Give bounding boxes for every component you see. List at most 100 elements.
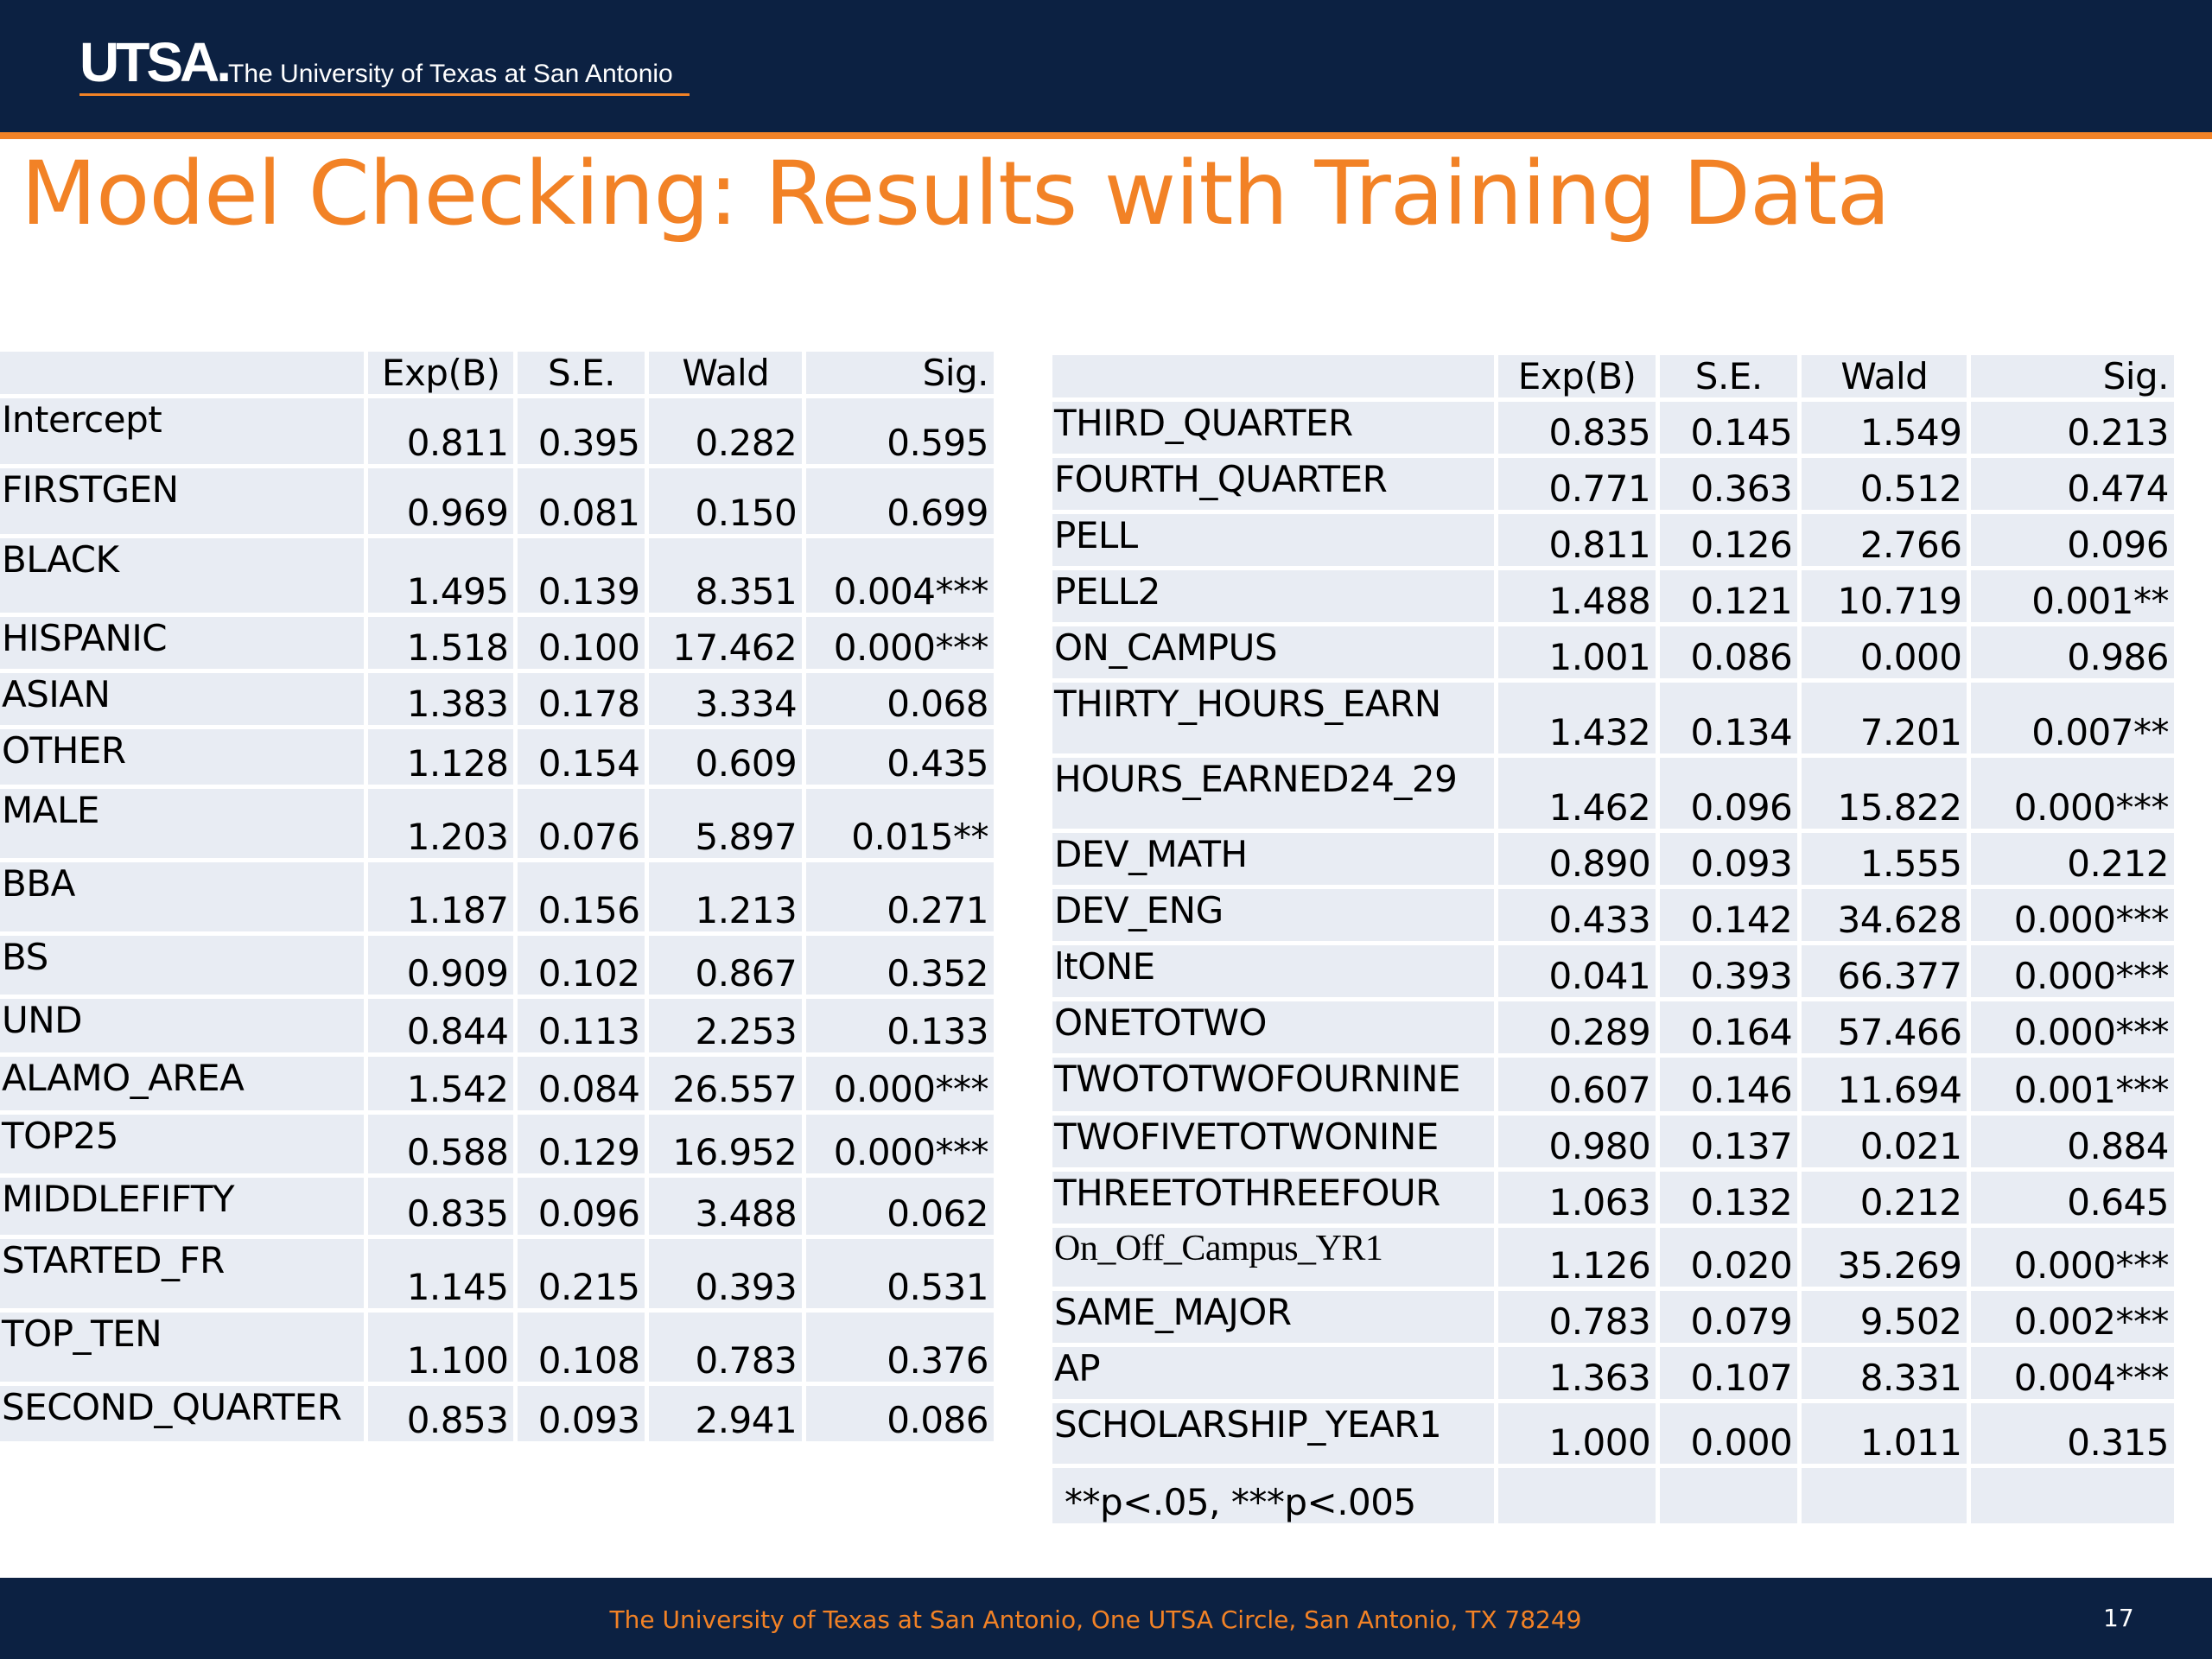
variable-cell: Intercept [0, 398, 364, 464]
wald-cell: 0.282 [649, 398, 803, 464]
wald-cell: 7.201 [1802, 683, 1967, 753]
expb-cell: 1.488 [1498, 570, 1656, 622]
expb-cell: 1.542 [368, 1057, 514, 1110]
variable-cell: TWOTOTWOFOURNINE [1052, 1058, 1494, 1111]
wald-cell: 0.512 [1802, 458, 1967, 510]
variable-cell: HISPANIC [0, 617, 364, 669]
wald-cell: 17.462 [649, 617, 803, 669]
sig-cell: 0.986 [1971, 626, 2174, 678]
variable-cell: On_Off_Campus_YR1 [1052, 1228, 1494, 1287]
table-row: TWOFIVETOTWONINE 0.980 0.137 0.021 0.884 [1052, 1116, 2174, 1167]
expb-cell: 1.063 [1498, 1172, 1656, 1224]
table-row: SECOND_QUARTER 0.853 0.093 2.941 0.086 [0, 1386, 994, 1441]
sig-cell: 0.004*** [1971, 1347, 2174, 1399]
table-row: FIRSTGEN 0.969 0.081 0.150 0.699 [0, 468, 994, 534]
se-cell: 0.102 [518, 936, 645, 995]
expb-cell: 0.607 [1498, 1058, 1656, 1111]
se-cell: 0.000 [1660, 1403, 1798, 1464]
sig-cell: 0.133 [806, 999, 994, 1052]
variable-cell: PELL [1052, 514, 1494, 566]
expb-cell: 0.844 [368, 999, 514, 1052]
se-cell: 0.086 [1660, 626, 1798, 678]
table-row: HOURS_EARNED24_29 1.462 0.096 15.822 0.000**… [1052, 758, 2174, 829]
table-row: DEV_MATH 0.890 0.093 1.555 0.212 [1052, 833, 2174, 885]
table-row: BS 0.909 0.102 0.867 0.352 [0, 936, 994, 995]
variable-cell: TOP_TEN [0, 1313, 364, 1382]
table-row: ASIAN 1.383 0.178 3.334 0.068 [0, 673, 994, 725]
sig-cell: 0.474 [1971, 458, 2174, 510]
expb-cell: 0.835 [368, 1178, 514, 1235]
page-number: 17 [2103, 1604, 2134, 1632]
expb-cell: 0.890 [1498, 833, 1656, 885]
empty-cell [1971, 1468, 2174, 1523]
expb-cell: 1.383 [368, 673, 514, 725]
wald-cell: 0.393 [649, 1239, 803, 1308]
header-expb: Exp(B) [1498, 355, 1656, 397]
se-cell: 0.164 [1660, 1001, 1798, 1053]
expb-cell: 0.853 [368, 1386, 514, 1441]
table-row: BLACK 1.495 0.139 8.351 0.004*** [0, 538, 994, 613]
table-row: THIRD_QUARTER 0.835 0.145 1.549 0.213 [1052, 402, 2174, 454]
header-se: S.E. [518, 352, 645, 394]
header-bar [0, 0, 2212, 132]
variable-cell: ON_CAMPUS [1052, 626, 1494, 678]
table-row: BBA 1.187 0.156 1.213 0.271 [0, 862, 994, 931]
logo-text: The University of Texas at San Antonio [228, 60, 673, 88]
sig-cell: 0.001*** [1971, 1058, 2174, 1111]
se-cell: 0.137 [1660, 1116, 1798, 1167]
table-header-row: Exp(B) S.E. Wald Sig. [0, 352, 994, 394]
sig-cell: 0.068 [806, 673, 994, 725]
wald-cell: 1.011 [1802, 1403, 1967, 1464]
table-row: THIRTY_HOURS_EARN 1.432 0.134 7.201 0.007** [1052, 683, 2174, 753]
expb-cell: 0.041 [1498, 945, 1656, 997]
expb-cell: 0.835 [1498, 402, 1656, 454]
se-cell: 0.096 [1660, 758, 1798, 829]
sig-cell: 0.086 [806, 1386, 994, 1441]
wald-cell: 1.213 [649, 862, 803, 931]
variable-cell: UND [0, 999, 364, 1052]
sig-cell: 0.595 [806, 398, 994, 464]
table-row: AP 1.363 0.107 8.331 0.004*** [1052, 1347, 2174, 1399]
header-variable [1052, 355, 1494, 397]
wald-cell: 2.253 [649, 999, 803, 1052]
variable-cell: DEV_MATH [1052, 833, 1494, 885]
se-cell: 0.093 [518, 1386, 645, 1441]
variable-cell: SECOND_QUARTER [0, 1386, 364, 1441]
table-row: PELL 0.811 0.126 2.766 0.096 [1052, 514, 2174, 566]
table-row: ltONE 0.041 0.393 66.377 0.000*** [1052, 945, 2174, 997]
expb-cell: 1.432 [1498, 683, 1656, 753]
sig-cell: 0.531 [806, 1239, 994, 1308]
header-wald: Wald [649, 352, 803, 394]
table-row: PELL2 1.488 0.121 10.719 0.001** [1052, 570, 2174, 622]
sig-cell: 0.000*** [806, 1057, 994, 1110]
table-row: TOP25 0.588 0.129 16.952 0.000*** [0, 1115, 994, 1173]
expb-cell: 0.771 [1498, 458, 1656, 510]
right-table-body: THIRD_QUARTER 0.835 0.145 1.549 0.213 FOURTH_… [1052, 402, 2174, 1523]
wald-cell: 1.549 [1802, 402, 1967, 454]
empty-cell [1660, 1468, 1798, 1523]
variable-cell: TOP25 [0, 1115, 364, 1173]
wald-cell: 0.000 [1802, 626, 1967, 678]
se-cell: 0.146 [1660, 1058, 1798, 1111]
wald-cell: 66.377 [1802, 945, 1967, 997]
variable-cell: MALE [0, 789, 364, 858]
sig-cell: 0.002*** [1971, 1291, 2174, 1343]
se-cell: 0.142 [1660, 889, 1798, 941]
wald-cell: 10.719 [1802, 570, 1967, 622]
se-cell: 0.215 [518, 1239, 645, 1308]
wald-cell: 8.351 [649, 538, 803, 613]
table-row: OTHER 1.128 0.154 0.609 0.435 [0, 729, 994, 785]
variable-cell: OTHER [0, 729, 364, 785]
variable-cell: THREETOTHREEFOUR [1052, 1172, 1494, 1224]
wald-cell: 26.557 [649, 1057, 803, 1110]
se-cell: 0.108 [518, 1313, 645, 1382]
wald-cell: 5.897 [649, 789, 803, 858]
wald-cell: 0.150 [649, 468, 803, 534]
wald-cell: 0.021 [1802, 1116, 1967, 1167]
sig-cell: 0.884 [1971, 1116, 2174, 1167]
wald-cell: 2.941 [649, 1386, 803, 1441]
wald-cell: 57.466 [1802, 1001, 1967, 1053]
se-cell: 0.154 [518, 729, 645, 785]
variable-cell: MIDDLEFIFTY [0, 1178, 364, 1235]
variable-cell: HOURS_EARNED24_29 [1052, 758, 1494, 829]
